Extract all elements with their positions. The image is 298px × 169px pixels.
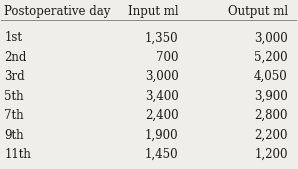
Text: 7th: 7th — [4, 109, 24, 122]
Text: 3,000: 3,000 — [254, 31, 288, 44]
Text: 2,400: 2,400 — [145, 109, 179, 122]
Text: Postoperative day: Postoperative day — [4, 5, 111, 18]
Text: 1,450: 1,450 — [145, 148, 179, 161]
Text: Output ml: Output ml — [228, 5, 288, 18]
Text: 3,000: 3,000 — [145, 70, 179, 83]
Text: 1st: 1st — [4, 31, 22, 44]
Text: 3,400: 3,400 — [145, 90, 179, 103]
Text: 5,200: 5,200 — [254, 51, 288, 64]
Text: 5th: 5th — [4, 90, 24, 103]
Text: 11th: 11th — [4, 148, 31, 161]
Text: 1,350: 1,350 — [145, 31, 179, 44]
Text: 9th: 9th — [4, 129, 24, 142]
Text: Input ml: Input ml — [128, 5, 179, 18]
Text: 1,900: 1,900 — [145, 129, 179, 142]
Text: 3,900: 3,900 — [254, 90, 288, 103]
Text: 3rd: 3rd — [4, 70, 25, 83]
Text: 2nd: 2nd — [4, 51, 27, 64]
Text: 2,200: 2,200 — [254, 129, 288, 142]
Text: 2,800: 2,800 — [254, 109, 288, 122]
Text: 700: 700 — [156, 51, 179, 64]
Text: 1,200: 1,200 — [254, 148, 288, 161]
Text: 4,050: 4,050 — [254, 70, 288, 83]
